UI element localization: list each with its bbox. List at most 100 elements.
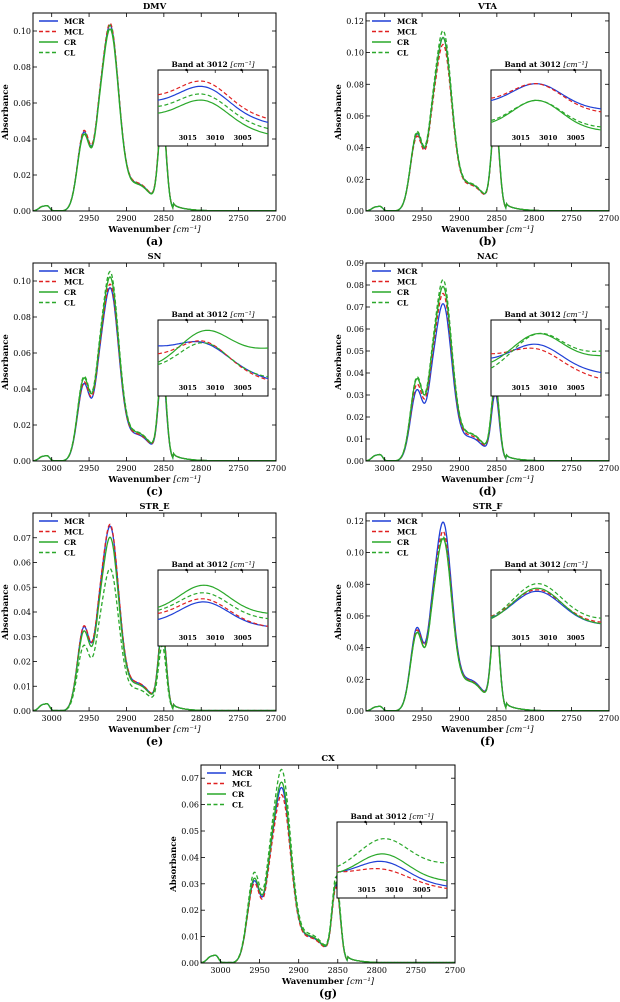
inset-line-mcl	[157, 598, 269, 627]
plot-frame	[365, 262, 610, 462]
legend-label-cl: CL	[397, 299, 409, 308]
inset-line-cr	[336, 853, 448, 882]
legend-label-cl: CL	[232, 801, 244, 810]
x-tick-label: 2700	[599, 214, 619, 223]
inset-tick-dot	[240, 318, 243, 322]
y-tick-label: 0.01	[346, 435, 364, 444]
y-tick-label: 0.06	[346, 112, 364, 121]
y-tick-label: 0.04	[346, 144, 364, 153]
inset-tick-label: 3005	[567, 384, 586, 392]
y-axis-label: Absorbance	[334, 84, 344, 141]
inset-tick-dot	[240, 568, 243, 572]
legend-label-cl: CL	[64, 299, 76, 308]
inset-line-mcr	[490, 83, 602, 110]
inset: Band at 3012 [cm⁻¹] 3015 3010 3005	[490, 60, 602, 147]
y-tick-label: 0.02	[181, 906, 199, 915]
inset-tick-label: 3010	[539, 134, 558, 142]
x-tick-label: 2800	[524, 214, 544, 223]
inset-line-cr	[490, 587, 602, 625]
x-tick-label: 2750	[228, 464, 248, 473]
y-tick-label: 0.08	[346, 281, 364, 290]
inset-tick-dot	[573, 568, 576, 572]
y-tick-label: 0.04	[346, 369, 364, 378]
y-tick-label: 0.00	[346, 207, 364, 216]
inset-line-cr	[157, 99, 269, 135]
x-tick-label: 3000	[42, 214, 62, 223]
x-tick-label: 2850	[154, 714, 174, 723]
x-tick-label: 3000	[375, 214, 395, 223]
y-tick-label: 0.07	[346, 303, 364, 312]
y-tick-label: 0.09	[346, 259, 364, 268]
inset-tick-label: 3015	[179, 384, 198, 392]
inset: Band at 3012 [cm⁻¹] 3015 3010 3005	[490, 310, 602, 397]
inset-tick-dot	[364, 820, 367, 824]
y-tick-label: 0.03	[181, 880, 199, 889]
x-tick-label: 2750	[228, 214, 248, 223]
inset-tick-dot	[185, 318, 188, 322]
legend-label-mcl: MCL	[64, 28, 84, 37]
x-tick-label: 2850	[487, 214, 507, 223]
inset-title: Band at 3012 [cm⁻¹]	[171, 310, 254, 319]
y-tick-label: 0.07	[181, 774, 199, 783]
legend-label-mcl: MCL	[64, 278, 84, 287]
y-tick-label: 0.05	[181, 827, 199, 836]
inset-tick-dot	[185, 68, 188, 72]
y-tick-label: 0.00	[346, 707, 364, 716]
x-tick-label: 2950	[79, 214, 99, 223]
y-tick-label: 0.06	[13, 99, 31, 108]
y-tick-label: 0.05	[13, 583, 31, 592]
x-tick-label: 2750	[228, 714, 248, 723]
y-tick-label: 0.10	[13, 277, 31, 286]
inset-tick-dot	[573, 68, 576, 72]
y-tick-label: 0.02	[346, 675, 364, 684]
y-axis-label: Absorbance	[1, 334, 11, 391]
chart-panel-str_f: STR_F 3000 2950 2900 2850 2800 2750 2700 0.00 0.0…	[334, 502, 619, 748]
legend-label-mcr: MCR	[232, 769, 253, 778]
legend-label-mcr: MCR	[397, 267, 418, 276]
y-tick-label: 0.04	[181, 853, 199, 862]
y-axis-label: Absorbance	[334, 584, 344, 641]
legend-label-cr: CR	[64, 38, 77, 47]
legend-label-mcl: MCL	[397, 28, 417, 37]
inset-line-cr	[157, 584, 269, 614]
chart-panel-sn: SN 3000 2950 2900 2850 2800 2750 2700 0.00 0.02 0.…	[1, 252, 286, 498]
x-tick-label: 2950	[79, 714, 99, 723]
chart-title: STR_F	[473, 502, 503, 512]
inset-line-mcr	[157, 85, 269, 123]
inset-title: Band at 3012 [cm⁻¹]	[504, 60, 587, 69]
inset: Band at 3012 [cm⁻¹] 3015 3010 3005	[490, 560, 602, 647]
chart-panel-cx: CX 3000 2950 2900 2850 2800 2750 2700 0.00 0.01 0.…	[169, 754, 465, 1000]
inset-title: Band at 3012 [cm⁻¹]	[171, 560, 254, 569]
inset-tick-label: 3010	[206, 634, 225, 642]
y-axis-label: Absorbance	[334, 334, 344, 391]
inset-tick-label: 3015	[358, 886, 377, 894]
x-tick-label: 2800	[524, 464, 544, 473]
x-tick-label: 3000	[42, 464, 62, 473]
x-tick-label: 2750	[561, 714, 581, 723]
inset-line-cl	[490, 583, 602, 619]
legend-label-cr: CR	[397, 38, 410, 47]
y-tick-label: 0.02	[13, 658, 31, 667]
y-axis-label: Absorbance	[1, 84, 11, 141]
inset-tick-label: 3005	[413, 886, 432, 894]
inset-tick-dot	[240, 68, 243, 72]
x-axis-label: Wavenumber [cm⁻¹]	[440, 725, 534, 735]
chart-title: CX	[321, 754, 335, 764]
y-tick-label: 0.02	[346, 413, 364, 422]
inset-tick-label: 3005	[234, 634, 253, 642]
inset-line-mcl	[337, 868, 448, 890]
x-tick-label: 2950	[412, 214, 432, 223]
inset-line-cl	[490, 332, 602, 369]
chart-title: VTA	[477, 2, 497, 12]
x-tick-label: 2900	[116, 464, 136, 473]
inset-title: Band at 3012 [cm⁻¹]	[350, 812, 433, 821]
y-axis-label: Absorbance	[1, 584, 11, 641]
x-tick-label: 2950	[412, 714, 432, 723]
inset-tick-label: 3005	[567, 134, 586, 142]
x-axis-label: Wavenumber [cm⁻¹]	[440, 225, 534, 235]
x-tick-label: 2700	[266, 214, 286, 223]
